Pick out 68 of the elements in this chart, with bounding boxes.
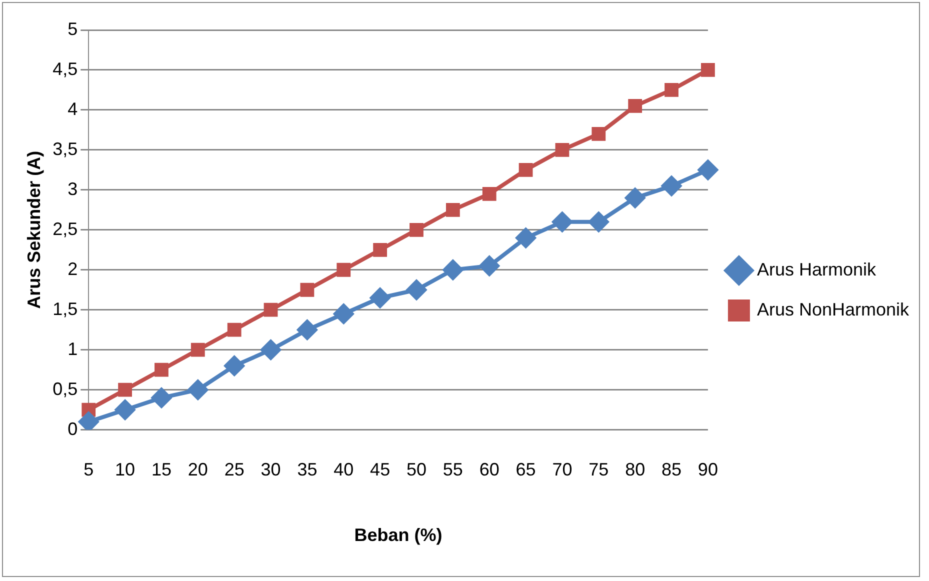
y-tick-label: 5 [68,18,78,39]
point [151,388,172,408]
y-tick-label: 3 [68,178,78,199]
point [373,242,388,257]
y-tick-label: 0,5 [52,378,78,399]
point [625,188,646,208]
point [260,340,281,360]
x-tick-label: 60 [479,460,500,480]
x-tick-label: 20 [188,460,208,480]
point [300,282,314,297]
x-tick-label: 5 [84,460,94,480]
point [588,212,609,232]
point [701,63,715,77]
x-tick-label: 35 [297,460,318,480]
x-tick-label: 90 [698,460,718,480]
point [406,280,426,300]
x-tick-label: 55 [442,460,463,480]
point [446,202,460,217]
point [479,256,500,276]
x-tick-label: 80 [625,460,646,480]
y-tick-label: 2,5 [52,218,78,239]
point [334,304,354,324]
x-tick-label: 75 [588,460,609,480]
point [118,382,132,397]
point [552,212,572,232]
legend-label: Arus Harmonik [756,259,877,280]
x-tick-label: 15 [151,460,172,480]
x-tick-label: 85 [662,460,682,480]
point [115,400,136,420]
point [698,160,718,180]
point [664,83,678,97]
point [516,228,536,248]
y-tick-label: 4 [68,98,78,119]
point [555,142,570,157]
y-tick-label: 1,5 [52,298,78,319]
x-tick-label: 30 [260,460,281,480]
point [662,176,682,196]
legend-label: Arus NonHarmonik [756,299,910,320]
point [264,302,278,317]
x-tick-label: 10 [115,460,136,480]
point [336,262,351,277]
point [154,362,168,377]
y-axis-title: Arus Sekunder (A) [24,150,44,309]
point [518,162,533,177]
point [592,127,606,141]
x-tick-label: 65 [516,460,536,480]
x-tick-label: 45 [370,460,390,480]
point [188,380,208,400]
point [442,260,463,280]
x-tick-label: 70 [552,460,572,480]
y-tick-label: 2 [68,258,78,279]
point [227,322,242,337]
y-tick-label: 0 [68,418,78,439]
y-tick-label: 3,5 [52,138,78,159]
y-tick-label: 1 [68,338,78,359]
x-tick-label: 25 [224,460,244,480]
point [297,320,318,340]
x-tick-label: 40 [334,460,354,480]
y-tick-label: 4,5 [52,58,78,79]
point [482,186,496,201]
x-tick-label: 50 [406,460,427,480]
point [628,99,642,113]
x-axis-title: Beban (%) [354,525,442,546]
point [410,222,424,237]
point [370,288,390,308]
point [78,412,99,430]
point [224,356,244,376]
point [190,342,205,357]
